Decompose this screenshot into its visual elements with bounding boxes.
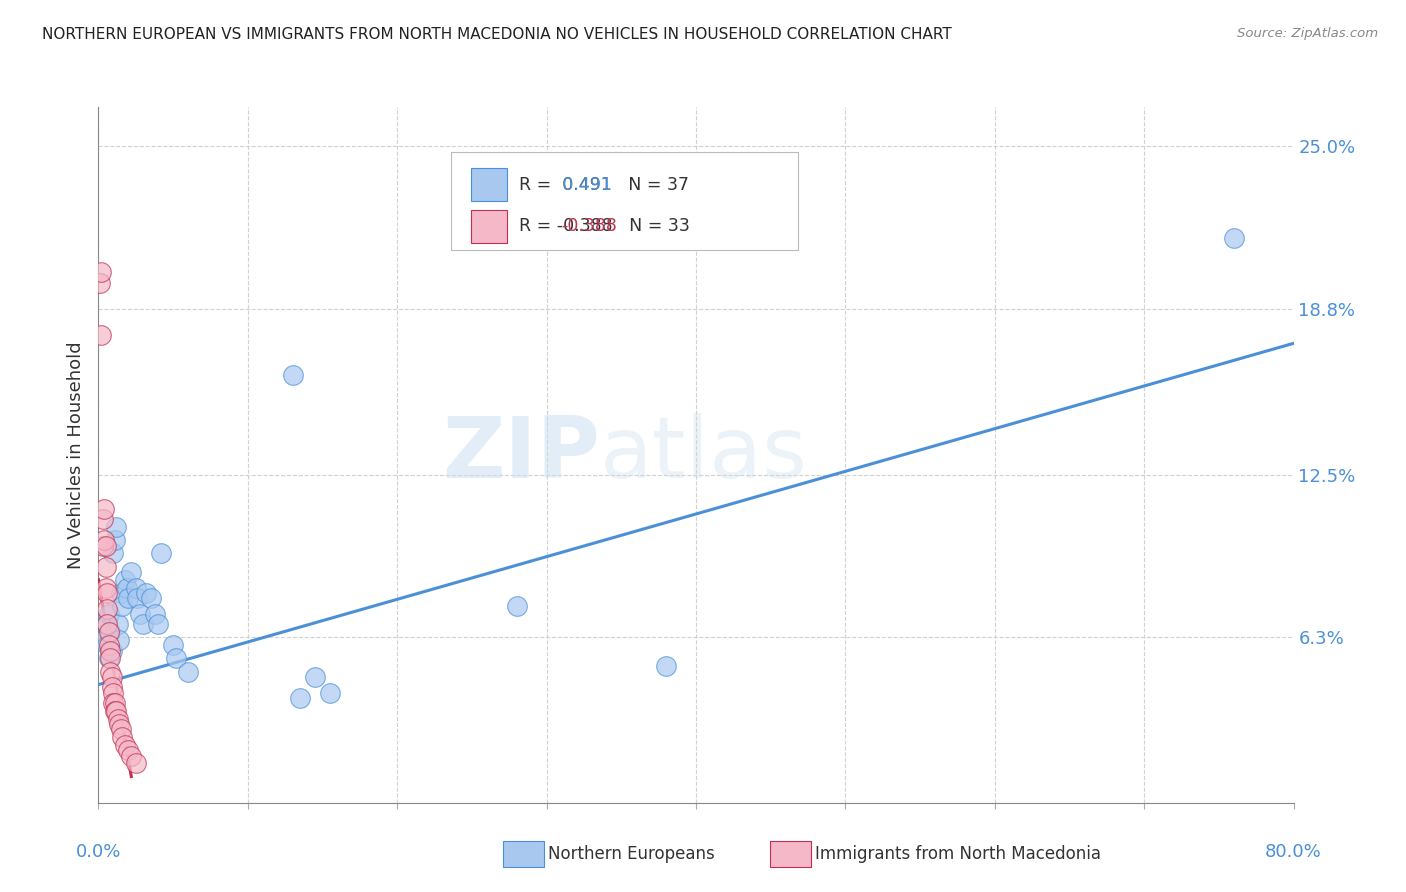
Text: Source: ZipAtlas.com: Source: ZipAtlas.com [1237, 27, 1378, 40]
Text: 0.491: 0.491 [557, 176, 613, 194]
Point [97, 638, 120, 652]
Point [98, 665, 122, 679]
Point [101, 643, 124, 657]
Point [108, 717, 131, 731]
Point [96, 586, 118, 600]
Point [177, 665, 200, 679]
Text: NORTHERN EUROPEAN VS IMMIGRANTS FROM NORTH MACEDONIA NO VEHICLES IN HOUSEHOLD CO: NORTHERN EUROPEAN VS IMMIGRANTS FROM NOR… [42, 27, 952, 42]
Point [104, 533, 127, 548]
Text: atlas: atlas [600, 413, 808, 497]
Point [125, 756, 148, 771]
Point [120, 565, 142, 579]
Point [111, 599, 134, 613]
Point [125, 581, 148, 595]
Point [129, 607, 152, 621]
Point [108, 633, 131, 648]
Point [165, 651, 187, 665]
Point [91, 512, 114, 526]
Text: ZIP: ZIP [443, 413, 600, 497]
Y-axis label: No Vehicles in Household: No Vehicles in Household [66, 341, 84, 569]
Point [655, 659, 678, 673]
Text: -0.388: -0.388 [561, 218, 617, 235]
Bar [471, 210, 508, 243]
Point [103, 546, 125, 560]
Point [288, 690, 311, 705]
Point [107, 617, 129, 632]
Point [98, 625, 122, 640]
Point [132, 617, 155, 632]
Point [89, 276, 111, 290]
Point [115, 581, 138, 595]
Point [150, 546, 173, 560]
Point [103, 696, 125, 710]
Point [135, 586, 157, 600]
Point [94, 559, 117, 574]
Point [96, 638, 118, 652]
Point [93, 533, 115, 548]
Point [110, 586, 132, 600]
Text: Immigrants from North Macedonia: Immigrants from North Macedonia [815, 845, 1101, 863]
FancyBboxPatch shape [451, 153, 797, 250]
Point [98, 643, 122, 657]
Point [96, 617, 118, 632]
Point [103, 685, 125, 699]
Point [139, 591, 162, 605]
Point [104, 704, 127, 718]
Point [97, 651, 120, 665]
Point [110, 723, 132, 737]
Point [91, 539, 114, 553]
Point [90, 265, 112, 279]
Point [1223, 231, 1246, 245]
Point [97, 625, 120, 640]
Point [94, 539, 117, 553]
Point [304, 670, 326, 684]
Point [93, 633, 115, 648]
Point [101, 670, 124, 684]
Point [127, 591, 149, 605]
Point [117, 591, 139, 605]
Point [111, 730, 134, 744]
Text: Northern Europeans: Northern Europeans [548, 845, 716, 863]
Point [98, 651, 122, 665]
Point [94, 617, 117, 632]
Point [96, 601, 118, 615]
Text: 80.0%: 80.0% [1265, 843, 1322, 861]
Point [104, 696, 127, 710]
Point [143, 607, 166, 621]
Text: R = -0.388   N = 33: R = -0.388 N = 33 [519, 218, 690, 235]
Bar [471, 168, 508, 202]
Point [90, 328, 112, 343]
Point [114, 738, 136, 752]
Point [105, 520, 128, 534]
Text: R =  0.491   N = 37: R = 0.491 N = 37 [519, 176, 689, 194]
Point [162, 638, 184, 652]
Point [114, 573, 136, 587]
Point [120, 748, 142, 763]
Point [281, 368, 304, 382]
Point [148, 617, 170, 632]
Text: 0.0%: 0.0% [76, 843, 121, 861]
Point [105, 704, 128, 718]
Point [117, 743, 139, 757]
Point [93, 501, 115, 516]
Point [319, 685, 342, 699]
Point [97, 607, 120, 621]
Point [94, 581, 117, 595]
Point [101, 680, 124, 694]
Point [506, 599, 529, 613]
Point [107, 712, 129, 726]
